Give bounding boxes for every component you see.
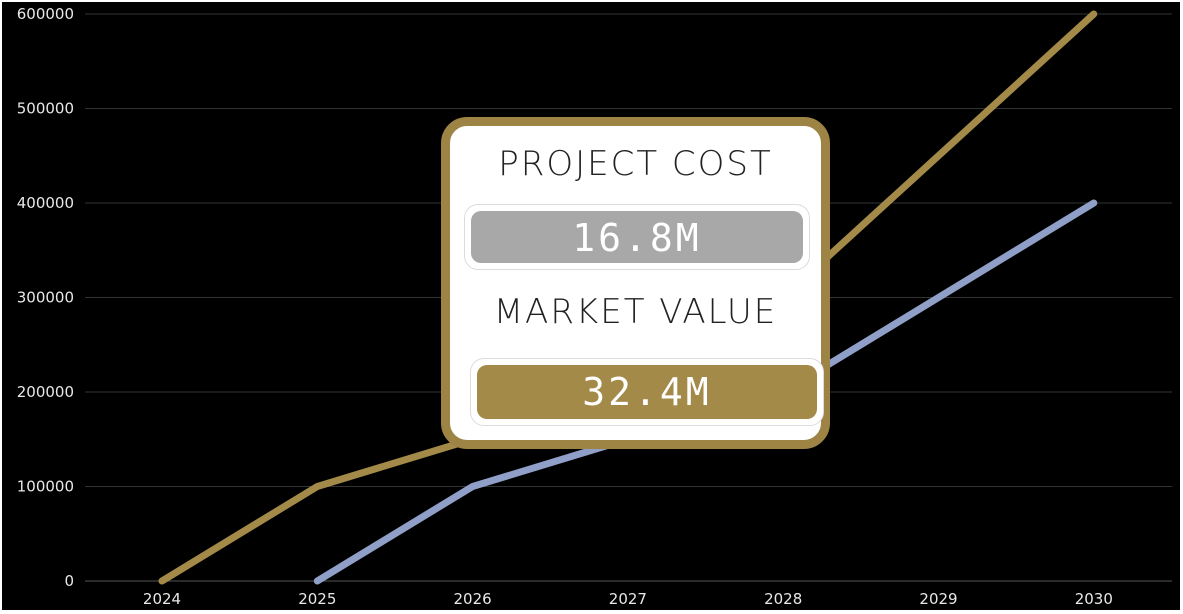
market-value-value: 32.4M (477, 365, 817, 419)
cost-value-card: PROJECT COST 16.8M MARKET VALUE 32.4M (441, 117, 830, 449)
x-tick-label: 2029 (919, 590, 957, 608)
x-tick-label: 2027 (609, 590, 647, 608)
y-tick-label: 200000 (17, 383, 74, 401)
y-tick-label: 300000 (17, 289, 74, 307)
y-tick-label: 100000 (17, 478, 74, 496)
x-tick-label: 2024 (143, 590, 181, 608)
market-value-box: 32.4M (470, 358, 824, 426)
x-tick-label: 2028 (764, 590, 802, 608)
x-axis-ticks: 2024 2025 2026 2027 2028 2029 2030 (143, 590, 1113, 608)
x-tick-label: 2026 (454, 590, 492, 608)
market-value-label: MARKET VALUE (493, 292, 778, 332)
y-axis-ticks: 0 100000 200000 300000 400000 500000 600000 (17, 5, 74, 590)
project-cost-box: 16.8M (464, 204, 810, 270)
project-cost-value: 16.8M (471, 211, 803, 263)
x-tick-label: 2025 (298, 590, 336, 608)
x-tick-label: 2030 (1075, 590, 1113, 608)
y-tick-label: 400000 (17, 194, 74, 212)
y-tick-label: 500000 (17, 100, 74, 118)
project-cost-label: PROJECT COST (498, 144, 773, 184)
y-tick-label: 0 (64, 572, 74, 590)
y-tick-label: 600000 (17, 5, 74, 23)
